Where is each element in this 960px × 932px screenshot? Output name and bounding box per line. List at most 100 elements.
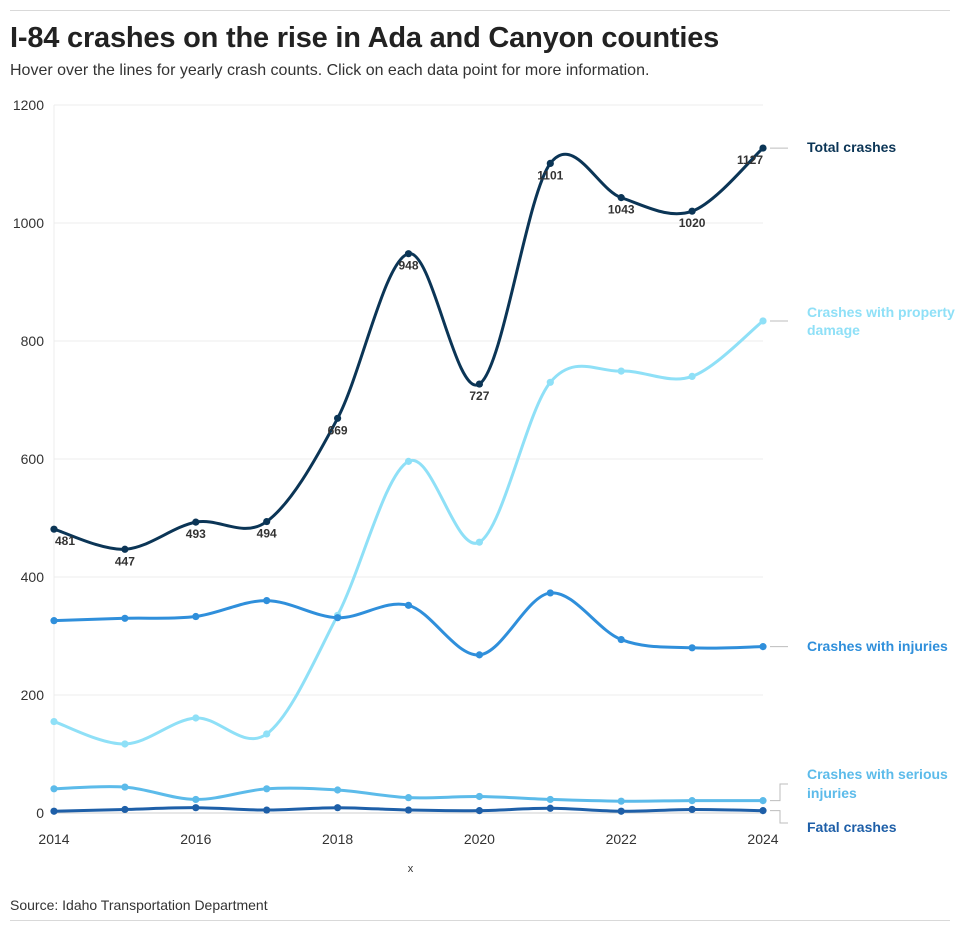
series-label: injuries (807, 785, 857, 801)
data-point[interactable] (263, 517, 271, 526)
data-point[interactable] (263, 597, 271, 605)
data-point[interactable] (617, 635, 625, 644)
data-point[interactable] (50, 785, 58, 793)
data-point[interactable] (192, 795, 200, 804)
leader-line (770, 810, 788, 824)
data-point[interactable] (759, 643, 767, 651)
data-point[interactable] (404, 806, 413, 814)
chart-subtitle: Hover over the lines for yearly crash co… (10, 62, 650, 79)
data-point[interactable] (404, 794, 413, 802)
data-point[interactable] (50, 617, 58, 625)
series-line[interactable] (52, 591, 765, 657)
data-point[interactable] (546, 804, 554, 812)
data-point[interactable] (546, 795, 554, 804)
data-label: 669 (328, 423, 348, 437)
data-label: 447 (115, 554, 135, 568)
data-point[interactable] (546, 589, 554, 597)
data-point[interactable] (263, 785, 271, 793)
data-point[interactable] (404, 601, 413, 609)
bottom-rule (10, 920, 950, 921)
data-point[interactable] (688, 805, 696, 814)
series-labels: Crashes with property damage Crashes with … (770, 139, 955, 835)
data-point[interactable] (50, 717, 58, 726)
source-note: Source: Idaho Transportation Department (10, 897, 268, 913)
data-point[interactable] (475, 380, 483, 388)
series-label: damage (807, 322, 860, 338)
data-label: 493 (186, 527, 206, 541)
data-point[interactable] (475, 651, 483, 659)
data-point[interactable] (546, 159, 554, 168)
data-point[interactable] (334, 804, 342, 812)
series-label: Crashes with serious (807, 766, 948, 782)
data-point[interactable] (688, 207, 696, 215)
data-point[interactable] (192, 714, 200, 722)
data-point[interactable] (688, 644, 696, 652)
y-tick-label: 600 (21, 451, 45, 467)
data-point[interactable] (50, 807, 58, 815)
data-label: 1020 (679, 216, 706, 230)
data-point[interactable] (759, 807, 767, 815)
y-tick-label: 800 (21, 333, 45, 349)
data-point[interactable] (263, 730, 271, 738)
x-tick-label: 2024 (747, 831, 778, 847)
y-tick-label: 1000 (13, 215, 44, 231)
data-point[interactable] (617, 797, 625, 805)
data-label: 727 (469, 389, 489, 403)
chart-title: I-84 crashes on the rise in Ada and Cany… (10, 22, 720, 54)
data-point[interactable] (334, 786, 342, 794)
data-labels: 481 447 493 494 669 948 727 1101 1043 1020 1127 (55, 153, 763, 568)
x-axis-label: x (408, 863, 414, 875)
data-point[interactable] (192, 518, 200, 526)
data-label: 1127 (737, 153, 763, 167)
data-point[interactable] (475, 807, 483, 815)
data-label: 948 (398, 259, 418, 273)
data-point[interactable] (617, 194, 625, 202)
data-point[interactable] (617, 807, 625, 815)
leader-line (770, 783, 788, 802)
data-point[interactable] (404, 457, 413, 465)
y-tick-label: 400 (21, 569, 45, 585)
data-point[interactable] (475, 792, 483, 801)
y-tick-label: 200 (21, 687, 45, 703)
series-line[interactable] (52, 319, 765, 746)
y-tick-label: 1200 (13, 97, 44, 113)
data-point[interactable] (121, 545, 129, 553)
series-line[interactable] (52, 146, 765, 551)
data-point[interactable] (759, 797, 767, 805)
x-tick-label: 2018 (322, 831, 353, 847)
x-tick-label: 2016 (180, 831, 211, 847)
data-point[interactable] (475, 538, 483, 546)
data-label: 494 (257, 527, 277, 541)
data-point[interactable] (192, 804, 200, 812)
y-tick-label: 0 (36, 805, 44, 821)
series-label: Crashes with injuries (807, 638, 948, 654)
x-tick-label: 2020 (464, 831, 495, 847)
data-point[interactable] (50, 525, 58, 533)
axes: 0 200 400 600 800 1000 1200 2014 2016 2018 2020 202… (13, 97, 779, 875)
data-label: 1101 (537, 168, 563, 182)
series-label: Total crashes (807, 139, 896, 155)
data-point[interactable] (334, 414, 342, 422)
data-point[interactable] (192, 612, 200, 621)
data-point[interactable] (121, 805, 129, 814)
data-point[interactable] (334, 614, 342, 622)
data-point[interactable] (404, 250, 413, 258)
data-label: 1043 (608, 203, 635, 217)
data-point[interactable] (263, 806, 271, 814)
x-tick-label: 2014 (38, 831, 69, 847)
series-lines[interactable] (50, 144, 767, 815)
data-point[interactable] (688, 372, 696, 380)
data-point[interactable] (121, 614, 129, 622)
data-label: 481 (55, 534, 75, 548)
data-point[interactable] (121, 783, 129, 791)
top-rule (10, 10, 950, 11)
data-point[interactable] (688, 797, 696, 805)
data-point[interactable] (617, 367, 625, 375)
series-label: Crashes with property (807, 304, 955, 320)
data-point[interactable] (546, 378, 554, 386)
x-tick-label: 2022 (606, 831, 637, 847)
data-point[interactable] (759, 144, 767, 152)
data-point[interactable] (121, 740, 129, 748)
data-point[interactable] (759, 317, 767, 325)
